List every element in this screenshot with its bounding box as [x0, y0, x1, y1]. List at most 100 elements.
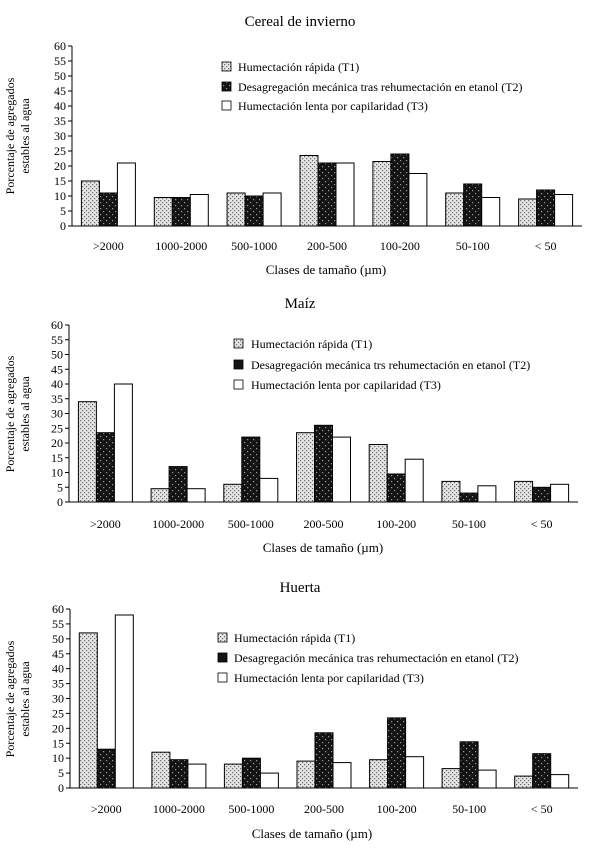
y-tick-label: 45	[51, 362, 63, 376]
legend-swatch-t2	[217, 652, 228, 663]
bar-t1	[151, 751, 171, 789]
x-tick-label: < 50	[531, 802, 553, 816]
x-tick-label: >2000	[93, 239, 124, 253]
legend-label-t2: Desagregación mecánica tras rehumectació…	[234, 651, 519, 665]
bar-t2	[390, 153, 410, 227]
x-tick-label: 200-500	[304, 802, 344, 816]
y-tick-label: 25	[51, 421, 63, 435]
bar-t3	[404, 458, 424, 503]
bar-t2	[459, 492, 479, 503]
bar-t3	[408, 173, 428, 227]
chart-panel-huerta: Huerta Porcentaje de agregados estables …	[3, 580, 578, 841]
y-axis-label-line2: estables al agua	[18, 376, 32, 452]
legend-swatch-t2	[233, 359, 244, 370]
chart-panel-cereal: Cereal de invierno Porcentaje de agregad…	[3, 14, 582, 277]
y-tick-label: 15	[54, 174, 66, 188]
bar-t3	[405, 756, 425, 789]
y-tick-label: 60	[52, 602, 64, 616]
x-tick-label: 50-100	[452, 802, 486, 816]
bar-t1	[80, 180, 100, 227]
y-tick-label: 20	[51, 436, 63, 450]
legend-swatch-t1	[233, 338, 244, 349]
y-tick-label: 45	[54, 84, 66, 98]
legend-swatch-t3	[217, 672, 228, 683]
bar-t1	[514, 480, 534, 503]
y-tick-label: 50	[54, 69, 66, 83]
legend-label-t2: Desagregación mecánica trs rehumectación…	[251, 358, 530, 372]
bar-t2	[536, 189, 556, 227]
y-tick-label: 30	[52, 692, 64, 706]
x-axis-label: Clases de tamaño (µm)	[263, 540, 384, 555]
legend-label-t1: Humectación rápida (T1)	[251, 337, 372, 351]
legend-label-t1: Humectación rápida (T1)	[234, 631, 355, 645]
y-tick-label: 5	[58, 766, 64, 780]
x-tick-label: 50-100	[452, 517, 486, 531]
bar-t2	[387, 717, 407, 789]
y-tick-label: 5	[57, 480, 63, 494]
x-tick-label: 500-1000	[231, 239, 277, 253]
bar-t1	[441, 480, 461, 503]
y-tick-label: 25	[52, 706, 64, 720]
bar-t3	[114, 614, 134, 789]
x-tick-label: 500-1000	[228, 517, 274, 531]
bar-t2	[532, 753, 552, 789]
bar-t3	[554, 194, 574, 227]
legend-label-t3: Humectación lenta por capilaridad (T3)	[238, 99, 428, 113]
y-tick-label: 10	[52, 751, 64, 765]
y-tick-label: 30	[51, 407, 63, 421]
y-tick-label: 50	[51, 348, 63, 362]
y-tick-label: 10	[54, 189, 66, 203]
x-tick-label: 1000-2000	[153, 802, 205, 816]
y-axis-label-line1: Porcentaje de agregados	[3, 77, 17, 194]
y-axis-label-line1: Porcentaje de agregados	[3, 355, 17, 472]
bar-t3	[550, 483, 570, 503]
y-tick-label: 55	[54, 54, 66, 68]
x-tick-label: 100-200	[380, 239, 420, 253]
x-tick-label: 100-200	[377, 802, 417, 816]
bar-t2	[244, 195, 264, 227]
bar-t2	[168, 466, 188, 503]
y-tick-label: 20	[52, 721, 64, 735]
bar-t3	[332, 762, 352, 789]
chart-title: Maíz	[285, 296, 316, 312]
bar-t3	[335, 162, 355, 227]
y-axis-label-line1: Porcentaje de agregados	[3, 640, 17, 757]
legend-label-t2: Desagregación mecánica tras rehumectació…	[238, 80, 523, 94]
bar-t1	[372, 161, 392, 227]
bar-t2	[314, 732, 334, 789]
bar-t2	[459, 741, 479, 789]
x-axis-label: Clases de tamaño (µm)	[252, 826, 373, 841]
legend-swatch-t1	[221, 61, 232, 72]
chart-title: Huerta	[280, 580, 321, 596]
y-tick-label: 0	[57, 495, 63, 509]
bar-t3	[259, 772, 279, 789]
legend-swatch-t3	[221, 100, 232, 111]
bar-t1	[445, 192, 465, 227]
chart-panel-maiz: Maíz Porcentaje de agregados estables al…	[3, 296, 578, 555]
bar-t1	[223, 763, 243, 789]
y-axis-label-line2: estables al agua	[18, 661, 32, 737]
y-tick-label: 60	[51, 318, 63, 332]
x-tick-label: 50-100	[456, 239, 490, 253]
y-tick-label: 20	[54, 159, 66, 173]
y-tick-label: 10	[51, 466, 63, 480]
x-tick-label: < 50	[535, 239, 557, 253]
y-tick-label: 40	[52, 662, 64, 676]
bar-t2	[95, 432, 115, 503]
y-tick-label: 15	[52, 736, 64, 750]
y-axis-label-line2: estables al agua	[18, 98, 32, 174]
bar-t2	[169, 759, 189, 789]
bar-t1	[296, 760, 316, 789]
bar-t3	[189, 194, 209, 227]
legend-label-t3: Humectación lenta por capilaridad (T3)	[251, 378, 441, 392]
legend-label-t3: Humectación lenta por capilaridad (T3)	[234, 671, 424, 685]
bar-t1	[518, 198, 538, 227]
bar-t1	[368, 444, 388, 503]
x-tick-label: 1000-2000	[152, 517, 204, 531]
x-tick-label: 100-200	[376, 517, 416, 531]
bar-t1	[514, 775, 534, 789]
y-tick-label: 35	[52, 677, 64, 691]
